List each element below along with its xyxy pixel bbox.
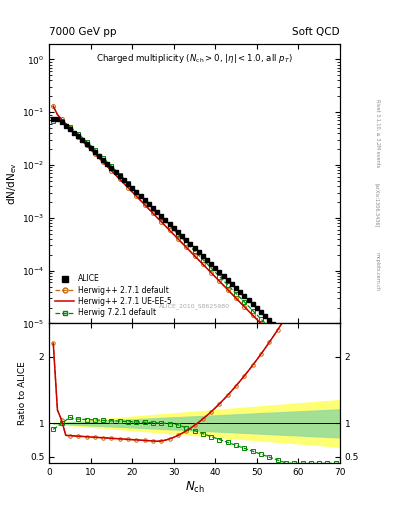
Text: Soft QCD: Soft QCD bbox=[292, 27, 340, 36]
Text: [arXiv:1306.3436]: [arXiv:1306.3436] bbox=[375, 183, 380, 227]
Legend: ALICE, Herwig++ 2.7.1 default, Herwig++ 2.7.1 UE-EE-5, Herwig 7.2.1 default: ALICE, Herwig++ 2.7.1 default, Herwig++ … bbox=[53, 272, 174, 319]
Text: mcplots.cern.ch: mcplots.cern.ch bbox=[375, 252, 380, 291]
Text: 7000 GeV pp: 7000 GeV pp bbox=[49, 27, 117, 36]
X-axis label: $N_{\mathsf{ch}}$: $N_{\mathsf{ch}}$ bbox=[185, 480, 204, 495]
Y-axis label: Ratio to ALICE: Ratio to ALICE bbox=[18, 361, 27, 425]
Text: Charged multiplicity ($N_{\mathsf{ch}}>0$, $|\eta|<1.0$, all $p_T$): Charged multiplicity ($N_{\mathsf{ch}}>0… bbox=[96, 52, 293, 65]
Y-axis label: dN/dN$_{\mathsf{ev}}$: dN/dN$_{\mathsf{ev}}$ bbox=[5, 162, 19, 205]
Text: Rivet 3.1.10, ≥ 3.2M events: Rivet 3.1.10, ≥ 3.2M events bbox=[375, 99, 380, 167]
Text: ALICE_2010_S8625980: ALICE_2010_S8625980 bbox=[159, 304, 230, 309]
